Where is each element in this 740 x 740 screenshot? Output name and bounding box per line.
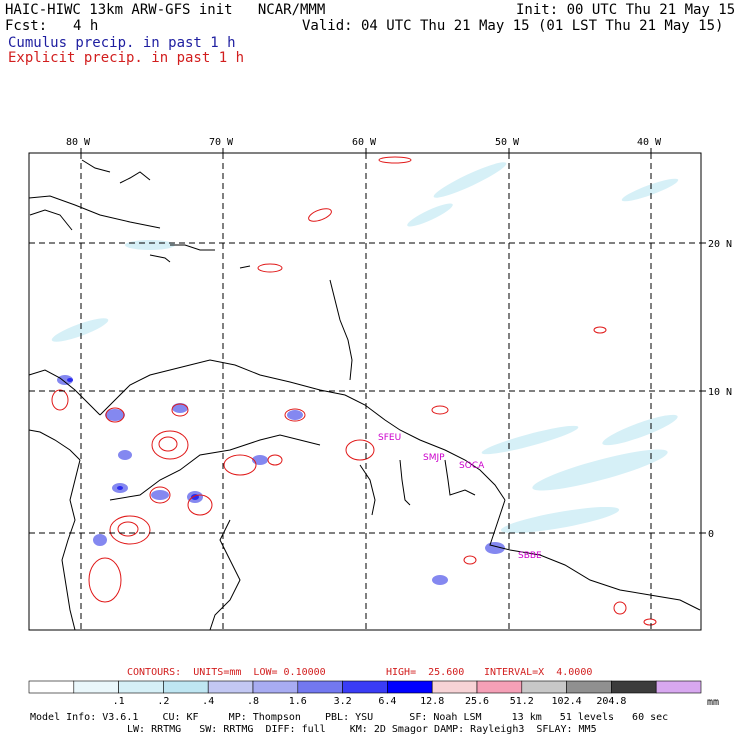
color-bar-swatch: [297, 680, 343, 694]
color-bar-swatch: [476, 680, 523, 694]
light-precip-areas: [51, 162, 679, 534]
contours-label: CONTOURS: UNITS=mm LOW= 0.10000: [127, 667, 326, 678]
lat-label-20n: 20 N: [708, 239, 732, 250]
color-bar-swatch: [73, 680, 119, 694]
explicit-precip-contours: [51, 156, 657, 626]
color-bar-swatch: [566, 680, 612, 694]
color-bar-tick-label: 6.4: [378, 696, 396, 707]
color-bar-swatch: [28, 680, 75, 694]
color-bar-swatch: [207, 680, 254, 694]
color-bar-swatch: [521, 680, 567, 694]
contours-high: HIGH= 25.600: [386, 667, 465, 678]
color-bar-swatch: [342, 680, 388, 694]
color-bar-tick-label: 204.8: [596, 696, 626, 707]
color-bar-swatch: [611, 680, 657, 694]
color-bar-swatch: [655, 680, 702, 694]
coastlines: [28, 159, 701, 631]
lat-label-10n: 10 N: [708, 387, 732, 398]
color-bar-tick-label: 12.8: [420, 696, 444, 707]
graticule: [29, 153, 701, 630]
cumulus-precip-areas: [57, 375, 505, 585]
station-soca: SOCA: [459, 461, 485, 471]
station-sbbe: SBBE: [518, 551, 542, 561]
axis-ticks: [80, 148, 706, 534]
color-bar-tick-label: 51.2: [510, 696, 534, 707]
model-info-line2: LW: RRTMG SW: RRTMG DIFF: full KM: 2D Sm…: [127, 724, 597, 735]
color-bar-tick-label: 3.2: [334, 696, 352, 707]
lon-label-80w: 80 W: [66, 137, 91, 148]
model-title: HAIC-HIWC 13km ARW-GFS init NCAR/MMM: [5, 2, 326, 18]
color-bar-tick-label: 25.6: [465, 696, 489, 707]
color-bar-swatch: [252, 680, 299, 694]
color-bar-tick-label: 1.6: [289, 696, 307, 707]
forecast-label: Fcst:: [5, 18, 48, 34]
lon-label-50w: 50 W: [495, 137, 520, 148]
color-bar-swatch: [431, 680, 478, 694]
forecast-hour: 4 h: [73, 18, 99, 34]
contours-interval: INTERVAL=X 4.0000: [484, 667, 593, 678]
station-smjp: SMJP: [423, 453, 445, 463]
color-bar-swatch: [387, 680, 433, 694]
color-bar-ticks: .1 .2 .4 .8 1.6 3.2 6.4 12.8 25.6 51.2 102.4 204.8: [113, 696, 627, 707]
color-bar-tick-label: .2: [157, 696, 169, 707]
color-bar-tick-label: .4: [202, 696, 214, 707]
model-info-line1: Model Info: V3.6.1 CU: KF MP: Thompson P…: [30, 712, 669, 723]
init-time: Init: 00 UTC Thu 21 May 15: [516, 2, 736, 18]
color-bar: [28, 680, 702, 694]
color-bar-tick-label: .8: [247, 696, 259, 707]
cumulus-legend: Cumulus precip. in past 1 h: [8, 35, 236, 51]
color-bar-swatch: [118, 680, 164, 694]
color-bar-unit: mm: [707, 697, 720, 708]
color-bar-tick-label: 102.4: [552, 696, 582, 707]
color-bar-tick-label: .1: [113, 696, 125, 707]
color-bar-swatch: [163, 680, 209, 694]
valid-time: Valid: 04 UTC Thu 21 May 15 (01 LST Thu …: [302, 18, 724, 34]
lat-label-0: 0: [708, 529, 714, 540]
explicit-legend: Explicit precip. in past 1 h: [8, 50, 245, 66]
lon-label-40w: 40 W: [637, 137, 662, 148]
station-sfeu: SFEU: [378, 433, 401, 443]
lon-label-70w: 70 W: [209, 137, 234, 148]
lon-label-60w: 60 W: [352, 137, 377, 148]
